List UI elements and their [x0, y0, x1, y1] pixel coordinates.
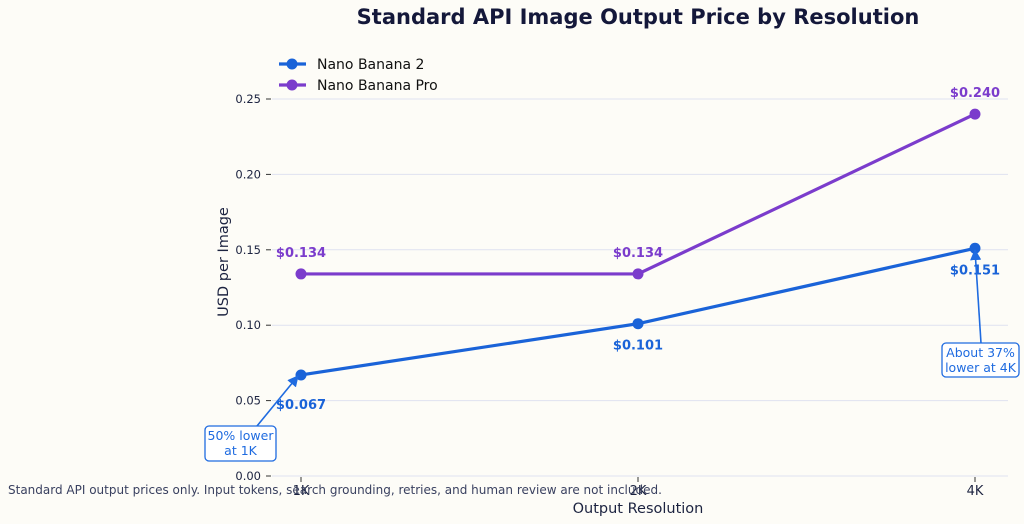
y-tick-label: 0.05	[235, 394, 261, 408]
annotation-text: lower at 4K	[945, 360, 1017, 375]
legend-marker	[286, 58, 298, 70]
y-axis-ticks: 0.00 0.05 0.10 0.15 0.20 0.25	[235, 92, 271, 483]
legend-marker	[286, 79, 298, 91]
legend: Nano Banana 2 Nano Banana Pro	[279, 57, 438, 94]
legend-label: Nano Banana 2	[317, 57, 424, 73]
data-label: $0.134	[613, 246, 663, 261]
series-line	[300, 246, 976, 377]
data-labels: $0.067 $0.101 $0.151 $0.134 $0.134 $0.240	[276, 86, 1000, 413]
chart-title: Standard API Image Output Price by Resol…	[357, 5, 920, 29]
annotation-text: About 37%	[946, 345, 1015, 360]
data-point	[969, 108, 981, 120]
annotation-box	[204, 425, 277, 462]
gridlines	[272, 98, 1008, 477]
x-tick-label: 2K	[630, 484, 647, 499]
x-axis-label: Output Resolution	[573, 501, 704, 517]
y-tick-label: 0.10	[235, 318, 261, 332]
data-label: $0.101	[613, 339, 663, 354]
annotation-arrow	[256, 375, 299, 427]
y-tick-label: 0.20	[235, 167, 261, 181]
data-label: $0.067	[276, 398, 326, 413]
y-tick-label: 0.15	[235, 243, 261, 257]
data-point	[295, 369, 307, 381]
y-tick-label: 0.00	[235, 469, 261, 483]
y-axis-label: USD per Image	[216, 207, 232, 317]
annotation-arrow	[970, 248, 982, 344]
annotation-box	[941, 342, 1020, 378]
data-label: $0.151	[950, 263, 1000, 278]
data-point	[295, 268, 307, 280]
annotation-text: 50% lower	[208, 428, 275, 443]
annotation-text: at 1K	[224, 443, 257, 458]
y-tick-label: 0.25	[235, 92, 261, 106]
data-point	[632, 268, 644, 280]
data-label: $0.240	[950, 86, 1000, 101]
x-axis-ticks: 1K 2K 4K	[293, 477, 984, 499]
footnote: Standard API output prices only. Input t…	[8, 483, 662, 497]
legend-label: Nano Banana Pro	[317, 78, 438, 94]
data-point	[632, 318, 644, 330]
x-tick-label: 1K	[293, 484, 310, 499]
series-lines	[295, 108, 981, 381]
data-label: $0.134	[276, 246, 326, 261]
x-tick-label: 4K	[967, 484, 984, 499]
